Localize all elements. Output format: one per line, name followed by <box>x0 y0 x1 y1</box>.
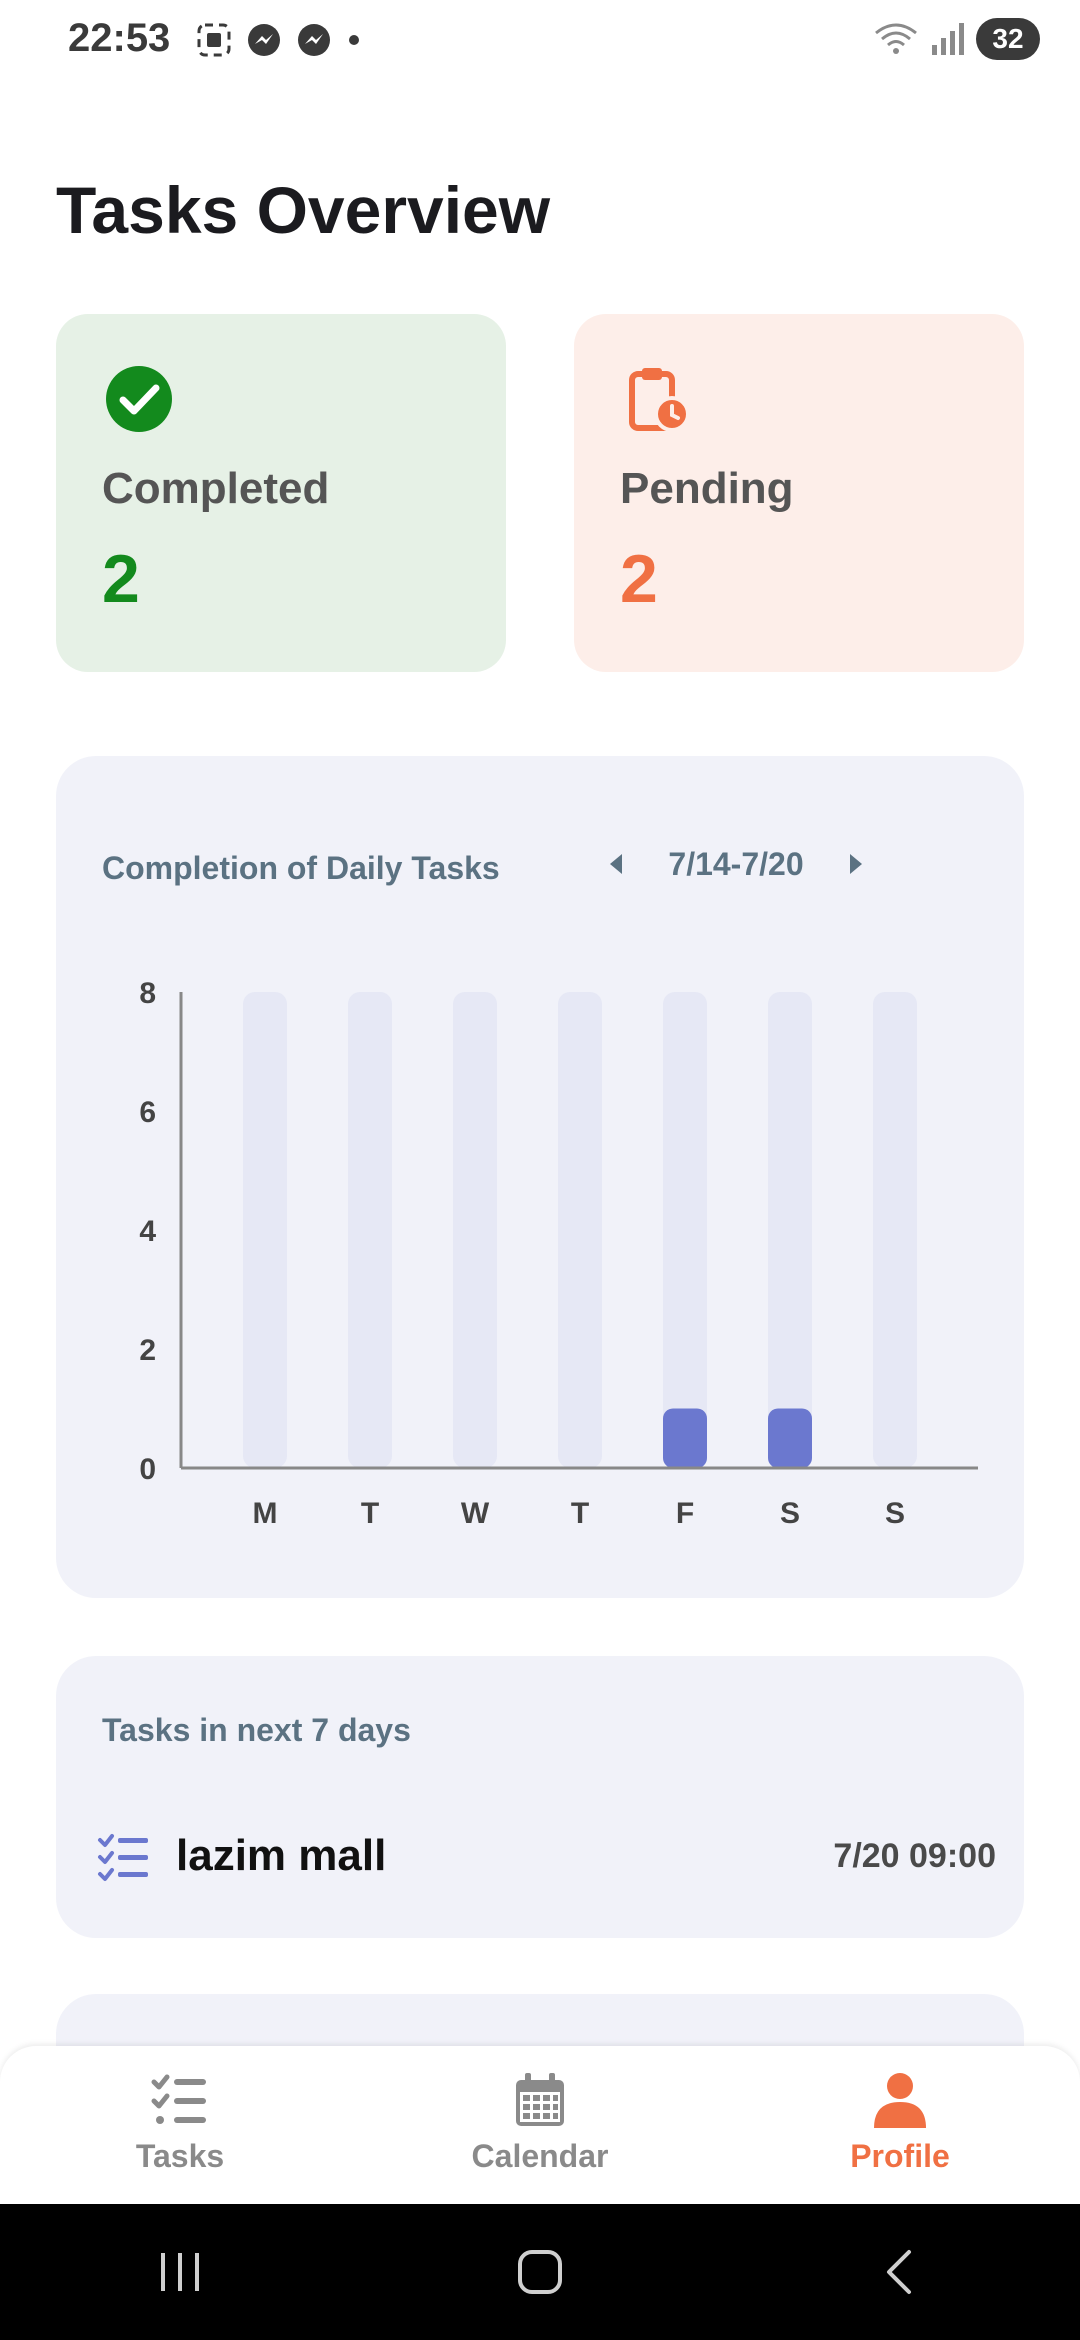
previous-week-button[interactable] <box>596 844 636 884</box>
caret-left-icon <box>610 854 622 874</box>
battery-indicator: 32 <box>976 18 1040 60</box>
x-tick-label: T <box>571 1497 589 1530</box>
home-button[interactable] <box>480 2222 600 2322</box>
status-time: 22:53 <box>68 16 171 60</box>
x-tick-label: F <box>676 1497 694 1530</box>
caret-right-icon <box>850 854 862 874</box>
y-tick-label: 8 <box>139 977 156 1010</box>
y-tick-label: 2 <box>139 1334 156 1367</box>
nav-tasks-label: Tasks <box>135 2138 225 2174</box>
daily-completion-chart-card: Completion of Daily Tasks 7/14-7/20 0 2 4 6… <box>56 756 1024 1598</box>
completed-summary-card[interactable]: Completed 2 <box>56 314 506 672</box>
bar-track <box>348 992 392 1468</box>
x-tick-label: W <box>461 1497 490 1530</box>
check-circle-icon <box>106 366 172 432</box>
bar-chart: 0 2 4 6 8 M T W T F S S <box>139 977 978 1530</box>
completed-label: Completed <box>102 464 330 513</box>
nav-profile[interactable]: Profile <box>720 2046 1080 2204</box>
bar <box>768 1408 812 1468</box>
pending-summary-card[interactable]: Pending 2 <box>574 314 1024 672</box>
page-title: Tasks Overview <box>56 173 551 247</box>
nav-calendar-label: Calendar <box>471 2138 609 2174</box>
signal-icon <box>932 23 964 55</box>
x-tick-label: T <box>361 1497 379 1530</box>
status-system-icons: 32 <box>872 18 1040 60</box>
x-tick-label: M <box>253 1497 278 1530</box>
system-navigation-bar <box>0 2204 1080 2340</box>
pending-count: 2 <box>620 541 658 617</box>
bar <box>663 1408 707 1468</box>
bar-track <box>453 992 497 1468</box>
back-icon <box>887 2250 911 2294</box>
back-button[interactable] <box>840 2222 960 2322</box>
nav-tasks[interactable]: Tasks <box>0 2046 360 2204</box>
next-week-button[interactable] <box>836 844 876 884</box>
clipboard-clock-icon <box>629 368 690 432</box>
bottom-navigation: Tasks Calendar Profile <box>0 2046 1080 2204</box>
y-tick-label: 6 <box>139 1096 156 1129</box>
messenger-icon <box>298 24 330 56</box>
calendar-icon <box>516 2073 564 2126</box>
status-notification-icons <box>194 20 364 60</box>
x-tick-label: S <box>885 1497 905 1530</box>
recent-apps-button[interactable] <box>120 2222 240 2322</box>
nav-profile-label: Profile <box>850 2138 950 2174</box>
chart-title: Completion of Daily Tasks <box>102 850 500 886</box>
nav-calendar[interactable]: Calendar <box>360 2046 720 2204</box>
bar-track <box>873 992 917 1468</box>
more-notifications-dot-icon <box>349 35 359 45</box>
x-tick-label: S <box>780 1497 800 1530</box>
person-icon <box>874 2073 926 2128</box>
task-time: 7/20 09:00 <box>833 1836 996 1875</box>
y-tick-label: 0 <box>139 1453 156 1486</box>
task-row[interactable]: lazim mall 7/20 09:00 <box>96 1816 996 1896</box>
week-navigator: 7/14-7/20 <box>596 844 876 884</box>
pending-label: Pending <box>620 464 794 513</box>
home-icon <box>518 2250 562 2294</box>
bar-track <box>243 992 287 1468</box>
messenger-icon <box>248 24 280 56</box>
bar-track <box>558 992 602 1468</box>
status-bar: 22:53 32 <box>0 0 1080 80</box>
bar-track <box>768 992 812 1468</box>
task-list-icon <box>98 1834 148 1881</box>
screenshot-icon <box>197 23 231 57</box>
upcoming-tasks-card: Tasks in next 7 days lazim mall 7/20 09:… <box>56 1656 1024 1938</box>
wifi-icon <box>875 23 917 54</box>
completed-count: 2 <box>102 541 140 617</box>
task-list-icon <box>151 2074 206 2124</box>
recent-apps-icon <box>161 2253 199 2291</box>
task-name: lazim mall <box>176 1831 387 1880</box>
week-range-label: 7/14-7/20 <box>668 845 804 882</box>
upcoming-tasks-title: Tasks in next 7 days <box>102 1712 411 1748</box>
y-tick-label: 4 <box>139 1215 156 1248</box>
bar-track <box>663 992 707 1468</box>
